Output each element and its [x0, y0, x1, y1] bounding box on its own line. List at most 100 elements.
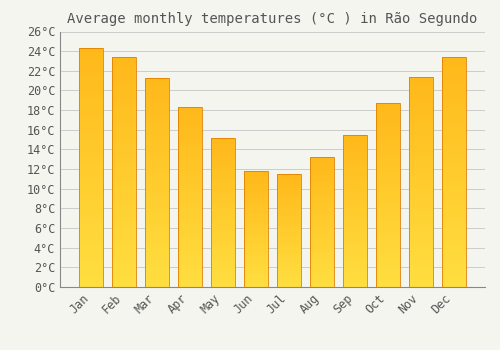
Bar — [277, 280, 301, 282]
Bar — [178, 194, 202, 197]
Bar — [244, 245, 268, 247]
Bar — [442, 195, 466, 199]
Bar — [146, 266, 169, 270]
Bar — [112, 177, 136, 181]
Bar — [376, 166, 400, 169]
Bar — [146, 166, 169, 170]
Bar — [80, 125, 103, 130]
Bar — [80, 134, 103, 139]
Bar — [376, 103, 400, 107]
Bar — [211, 257, 235, 260]
Bar — [80, 282, 103, 287]
Bar — [409, 85, 432, 89]
Bar — [211, 197, 235, 200]
Bar — [376, 184, 400, 188]
Bar — [310, 196, 334, 199]
Bar — [112, 181, 136, 186]
Bar — [146, 258, 169, 262]
Bar — [343, 223, 367, 226]
Bar — [80, 82, 103, 86]
Bar — [211, 266, 235, 269]
Bar — [409, 127, 432, 131]
Bar — [178, 175, 202, 179]
Bar — [409, 258, 432, 262]
Bar — [80, 86, 103, 91]
Bar — [178, 111, 202, 114]
Bar — [211, 251, 235, 254]
Bar — [112, 98, 136, 103]
Bar — [343, 244, 367, 247]
Bar — [409, 165, 432, 169]
Bar — [376, 103, 400, 287]
Bar — [409, 93, 432, 98]
Bar — [211, 209, 235, 212]
Bar — [409, 203, 432, 207]
Bar — [80, 130, 103, 134]
Bar — [409, 266, 432, 270]
Bar — [310, 266, 334, 269]
Bar — [112, 57, 136, 62]
Bar — [178, 280, 202, 284]
Bar — [178, 233, 202, 237]
Bar — [343, 211, 367, 214]
Bar — [310, 264, 334, 266]
Bar — [244, 243, 268, 245]
Bar — [80, 230, 103, 235]
Bar — [409, 135, 432, 140]
Bar — [376, 144, 400, 147]
Bar — [211, 159, 235, 162]
Bar — [310, 279, 334, 282]
Bar — [244, 227, 268, 229]
Bar — [310, 222, 334, 225]
Bar — [244, 280, 268, 282]
Bar — [310, 274, 334, 276]
Bar — [146, 216, 169, 220]
Bar — [211, 224, 235, 227]
Bar — [277, 183, 301, 185]
Bar — [178, 161, 202, 165]
Bar — [343, 257, 367, 260]
Bar — [310, 157, 334, 287]
Bar — [277, 228, 301, 231]
Bar — [343, 247, 367, 251]
Bar — [211, 212, 235, 215]
Bar — [112, 273, 136, 278]
Bar — [376, 173, 400, 177]
Bar — [409, 232, 432, 237]
Bar — [80, 215, 103, 220]
Bar — [343, 153, 367, 156]
Bar — [310, 256, 334, 258]
Bar — [112, 149, 136, 154]
Bar — [211, 164, 235, 168]
Bar — [376, 199, 400, 202]
Bar — [343, 159, 367, 162]
Bar — [112, 278, 136, 282]
Bar — [442, 204, 466, 209]
Bar — [310, 201, 334, 204]
Bar — [112, 172, 136, 177]
Bar — [376, 162, 400, 166]
Bar — [277, 237, 301, 239]
Bar — [244, 210, 268, 213]
Bar — [178, 276, 202, 280]
Bar — [376, 246, 400, 250]
Bar — [244, 199, 268, 201]
Bar — [343, 281, 367, 284]
Bar — [310, 183, 334, 186]
Bar — [409, 174, 432, 178]
Bar — [211, 155, 235, 159]
Bar — [343, 162, 367, 165]
Bar — [244, 224, 268, 227]
Bar — [376, 258, 400, 261]
Bar — [178, 154, 202, 158]
Bar — [409, 274, 432, 279]
Bar — [409, 144, 432, 148]
Bar — [343, 196, 367, 199]
Bar — [211, 236, 235, 239]
Bar — [409, 106, 432, 110]
Bar — [146, 195, 169, 199]
Bar — [146, 94, 169, 99]
Bar — [244, 236, 268, 238]
Bar — [376, 206, 400, 210]
Bar — [146, 212, 169, 216]
